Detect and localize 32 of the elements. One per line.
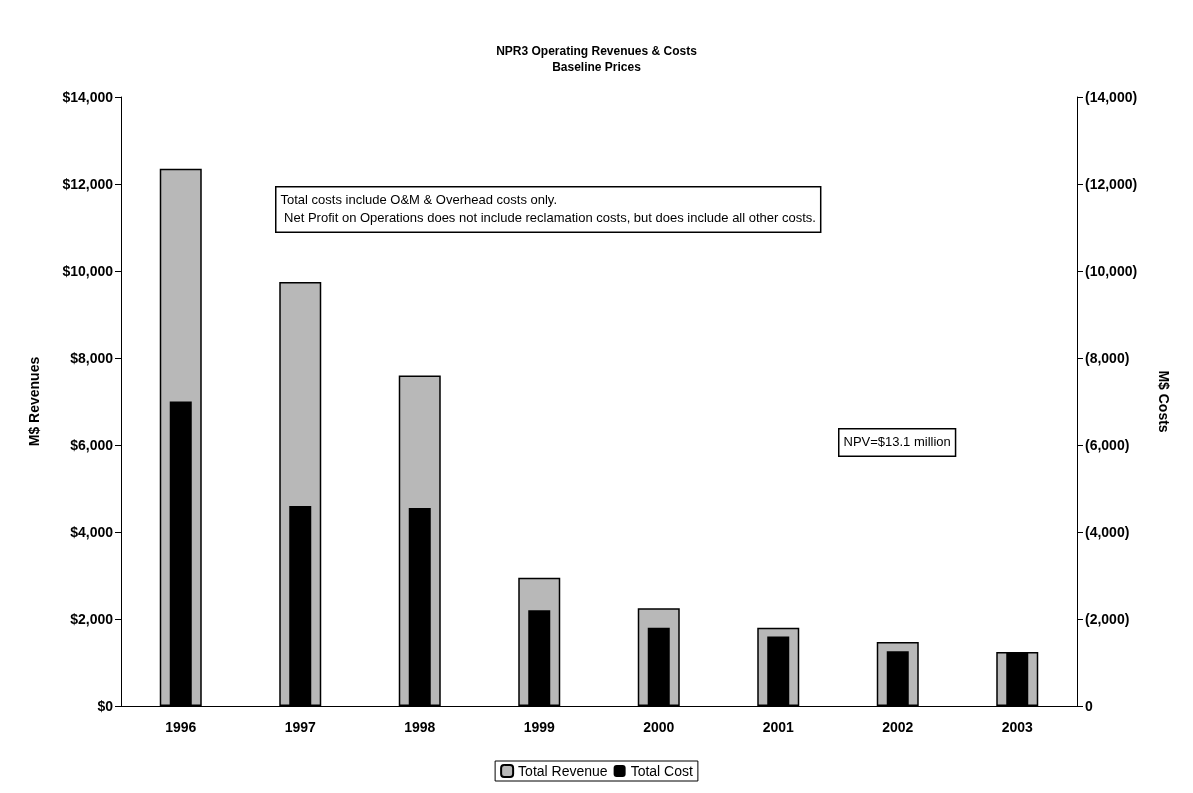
y-tick-label: $14,000 xyxy=(62,89,114,105)
x-tick-label: 1997 xyxy=(284,719,317,735)
x-tick-label: 2003 xyxy=(1001,719,1034,735)
y-axis-title: M$ Revenues xyxy=(26,356,42,447)
y-tick-label: $8,000 xyxy=(70,350,114,366)
x-tick-label: 2000 xyxy=(643,719,675,735)
x-tick-label: 1996 xyxy=(165,719,197,735)
y-tick-label: $10,000 xyxy=(62,263,114,279)
y2-tick-label: (10,000) xyxy=(1085,263,1138,279)
x-tick-label: 2001 xyxy=(762,719,795,735)
y2-tick-label: (14,000) xyxy=(1085,89,1138,105)
chart-subtitle: Baseline Prices xyxy=(552,60,642,74)
y2-tick-label: (4,000) xyxy=(1085,524,1130,540)
y2-axis-title: M$ Costs xyxy=(1156,370,1172,433)
x-tick-label: 2002 xyxy=(882,719,914,735)
annotation: NPV=$13.1 million xyxy=(843,434,951,449)
legend-label: Total Cost xyxy=(630,763,693,779)
y-tick-label: $2,000 xyxy=(70,611,114,627)
y2-tick-label: (12,000) xyxy=(1085,176,1138,192)
y-tick-label: $6,000 xyxy=(70,437,114,453)
y-tick-label: $0 xyxy=(97,698,114,714)
x-tick-label: 1998 xyxy=(404,719,436,735)
annotation: Total costs include O&M & Overhead costs only. Net Profit on Operations does not include reclamation costs, but does include all other costs. xyxy=(280,192,816,225)
x-tick-label: 1999 xyxy=(523,719,556,735)
y2-tick-label: (2,000) xyxy=(1085,611,1130,627)
y-tick-label: $12,000 xyxy=(62,176,114,192)
y-tick-label: $4,000 xyxy=(70,524,114,540)
y2-tick-label: (6,000) xyxy=(1085,437,1130,453)
y2-tick-label: 0 xyxy=(1085,698,1093,714)
chart-title: NPR3 Operating Revenues & Costs xyxy=(496,44,698,58)
y2-tick-label: (8,000) xyxy=(1085,350,1130,366)
legend-label: Total Revenue xyxy=(518,763,608,779)
